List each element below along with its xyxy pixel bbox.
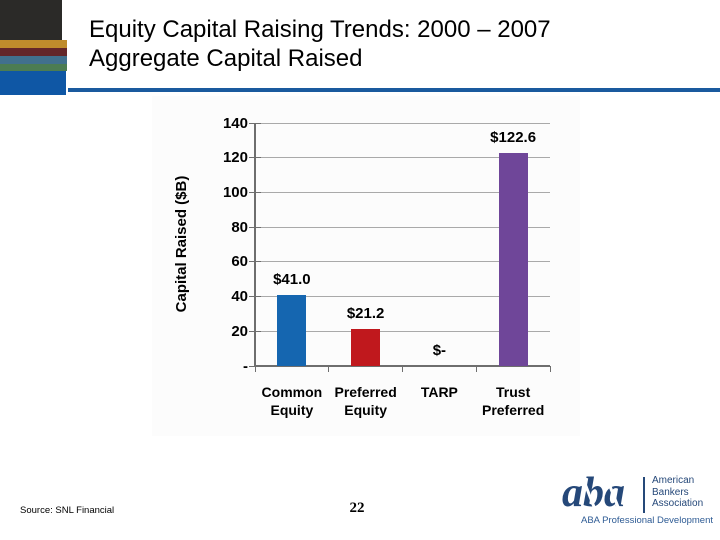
category-label-trust-preferred: Trust Preferred	[481, 384, 545, 418]
decoration-maroon-stripe	[0, 48, 67, 56]
aba-logo-monogram-icon: aba	[562, 470, 636, 519]
gridline-80	[255, 226, 550, 228]
logo-org-line1: American	[652, 475, 695, 486]
title-underline-rule	[68, 88, 720, 92]
value-label-common-equity: $41.0	[273, 270, 311, 288]
y-tick-label-60: 60	[231, 253, 248, 271]
x-tick-0	[254, 366, 256, 372]
source-note: Source: SNL Financial	[20, 505, 115, 516]
gridline-20	[255, 330, 550, 332]
x-tick-3	[475, 366, 477, 372]
bar-preferred-equity	[351, 329, 381, 366]
gridline-100	[255, 191, 550, 193]
y-tick-label-80: 80	[231, 218, 248, 236]
decoration-dark-block	[0, 0, 62, 40]
value-label-preferred-equity: $21.2	[346, 305, 385, 323]
decoration-green-stripe	[0, 64, 67, 71]
x-tick-2	[402, 366, 403, 372]
logo-program-name: ABA Professional Development	[581, 515, 714, 526]
y-tick-label-40: 40	[231, 288, 248, 306]
gridline-40	[255, 296, 550, 298]
y-axis-line	[254, 123, 256, 366]
value-label-tarp: $-	[432, 342, 447, 359]
category-label-preferred-equity: Preferred Equity	[334, 384, 397, 418]
bar-common-equity	[277, 294, 307, 366]
value-label-trust-preferred: $122.6	[490, 129, 537, 147]
y-tick-label-100: 100	[222, 183, 248, 201]
x-tick-4	[549, 366, 551, 372]
bar-trust-preferred	[498, 153, 528, 366]
x-tick-1	[328, 366, 330, 372]
y-tick-label-120: 120	[222, 149, 248, 167]
decoration-blue-block	[0, 71, 66, 95]
decoration-steel-stripe	[0, 56, 67, 64]
capital-raised-bar-chart: Capital Raised ($B) - 20 40 60 80 100 120 140 $4…	[152, 96, 580, 436]
gridline-60	[255, 261, 550, 263]
slide-title-line1: Equity Capital Raising Trends: 2000 – 20…	[89, 16, 551, 43]
y-tick-label-20: 20	[231, 322, 248, 340]
logo-divider-line	[643, 477, 645, 513]
gridline-140	[255, 122, 550, 124]
y-axis-title: Capital Raised ($B)	[173, 175, 190, 313]
category-label-common-equity: Common Equity	[261, 384, 323, 418]
slide-title: Equity Capital Raising Trends: 2000 – 20…	[89, 16, 709, 73]
decoration-gold-stripe	[0, 40, 67, 48]
logo-org-line3: Association	[652, 498, 704, 509]
logo-org-line2: Bankers	[652, 486, 689, 498]
y-tick-label-0: -	[243, 357, 248, 375]
page-number: 22	[349, 500, 365, 516]
logo-organization-name: American Bankers Association	[652, 475, 703, 510]
category-label-tarp: TARP	[420, 384, 458, 400]
gridline-120	[255, 157, 550, 159]
slide-title-line2: Aggregate Capital Raised	[89, 44, 363, 72]
y-tick-label-140: 140	[222, 114, 248, 132]
